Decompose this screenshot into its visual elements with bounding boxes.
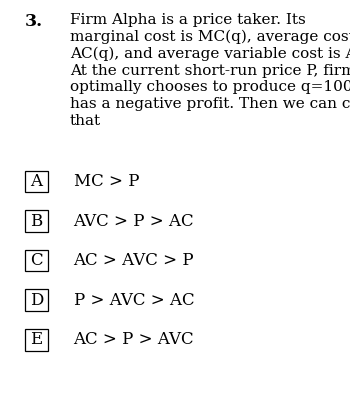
Text: 3.: 3.	[25, 13, 43, 30]
Text: D: D	[30, 292, 43, 309]
FancyBboxPatch shape	[25, 289, 48, 311]
Text: MC > P: MC > P	[74, 173, 139, 190]
Text: P > AVC > AC: P > AVC > AC	[74, 292, 194, 309]
Text: B: B	[30, 213, 43, 229]
Text: C: C	[30, 252, 43, 269]
Text: AC > AVC > P: AC > AVC > P	[74, 252, 194, 269]
Text: A: A	[30, 173, 42, 190]
Text: Firm Alpha is a price taker. Its
marginal cost is MC(q), average cost is
AC(q), : Firm Alpha is a price taker. Its margina…	[70, 13, 350, 128]
FancyBboxPatch shape	[25, 250, 48, 271]
Text: AC > P > AVC: AC > P > AVC	[74, 332, 194, 348]
FancyBboxPatch shape	[25, 171, 48, 192]
FancyBboxPatch shape	[25, 329, 48, 351]
FancyBboxPatch shape	[25, 210, 48, 232]
Text: E: E	[30, 332, 43, 348]
Text: AVC > P > AC: AVC > P > AC	[74, 213, 194, 229]
